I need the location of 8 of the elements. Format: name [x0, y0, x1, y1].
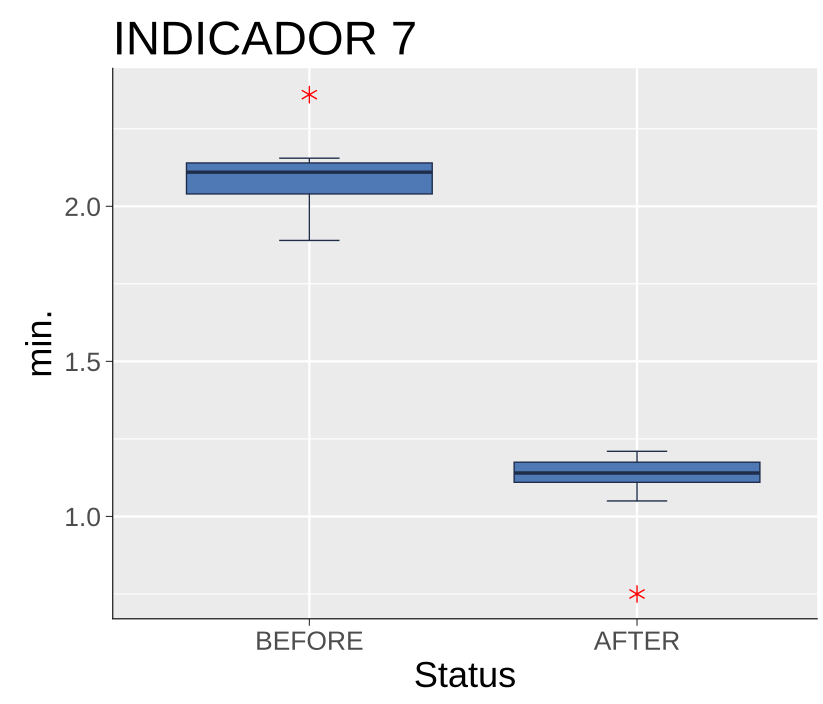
x-axis-title: Status — [415, 662, 515, 688]
chart-title: INDICADOR 7 — [117, 21, 415, 55]
y-tick-label: 1.5 — [66, 352, 100, 372]
y-axis-title: min. — [25, 312, 52, 376]
x-tick-label: BEFORE — [257, 631, 362, 650]
y-tick-label: 1.0 — [66, 508, 100, 526]
x-tick-label: AFTER — [594, 632, 680, 650]
y-tick-label: 2.0 — [66, 197, 100, 216]
